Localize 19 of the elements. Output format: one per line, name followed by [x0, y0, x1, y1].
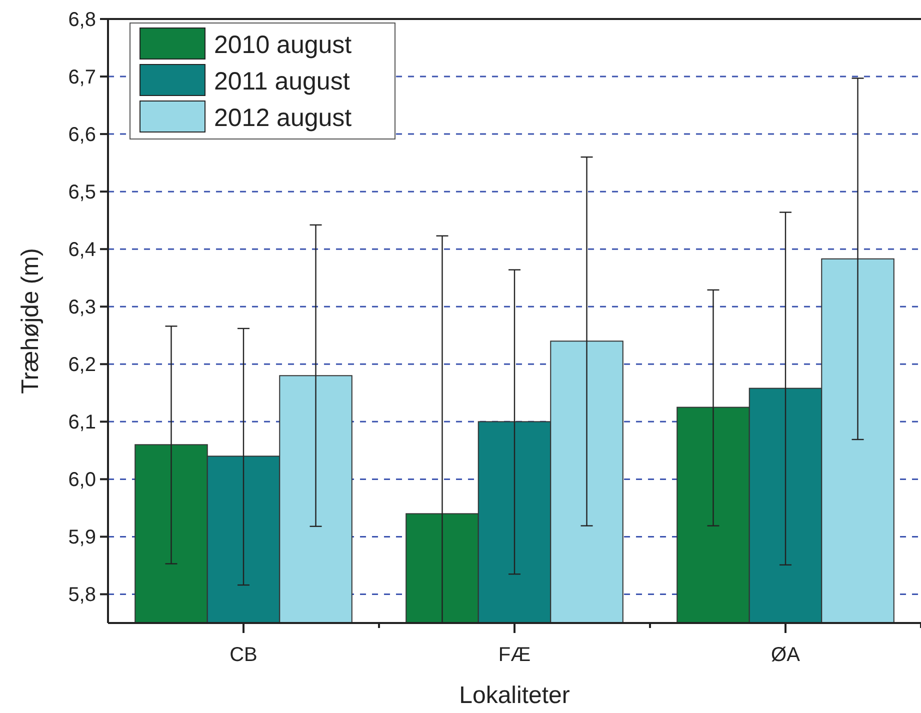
y-tick-label: 6,7 [68, 66, 96, 89]
y-tick-label: 6,4 [68, 239, 96, 262]
x-tick-label: FÆ [498, 644, 531, 666]
y-tick-label: 5,8 [68, 584, 96, 606]
y-tick-label: 6,3 [68, 296, 96, 319]
y-tick-label: 5,9 [68, 526, 96, 549]
legend-label: 2011 august [214, 67, 350, 96]
y-tick-label: 6,0 [68, 469, 96, 492]
legend-label: 2010 august [214, 30, 352, 59]
y-tick-label: 6,5 [68, 182, 96, 204]
y-axis-title: Træhøjde (m) [17, 248, 44, 394]
x-axis-title: Lokaliteter [459, 682, 570, 709]
y-tick-label: 6,6 [68, 124, 96, 146]
legend-label: 2012 august [214, 104, 352, 132]
x-tick-label: CB [230, 644, 258, 666]
y-tick-label: 6,2 [68, 354, 96, 376]
y-tick-label: 6,1 [68, 412, 96, 434]
x-tick-label: ØA [771, 644, 801, 666]
y-tick-label: 6,8 [68, 9, 96, 31]
